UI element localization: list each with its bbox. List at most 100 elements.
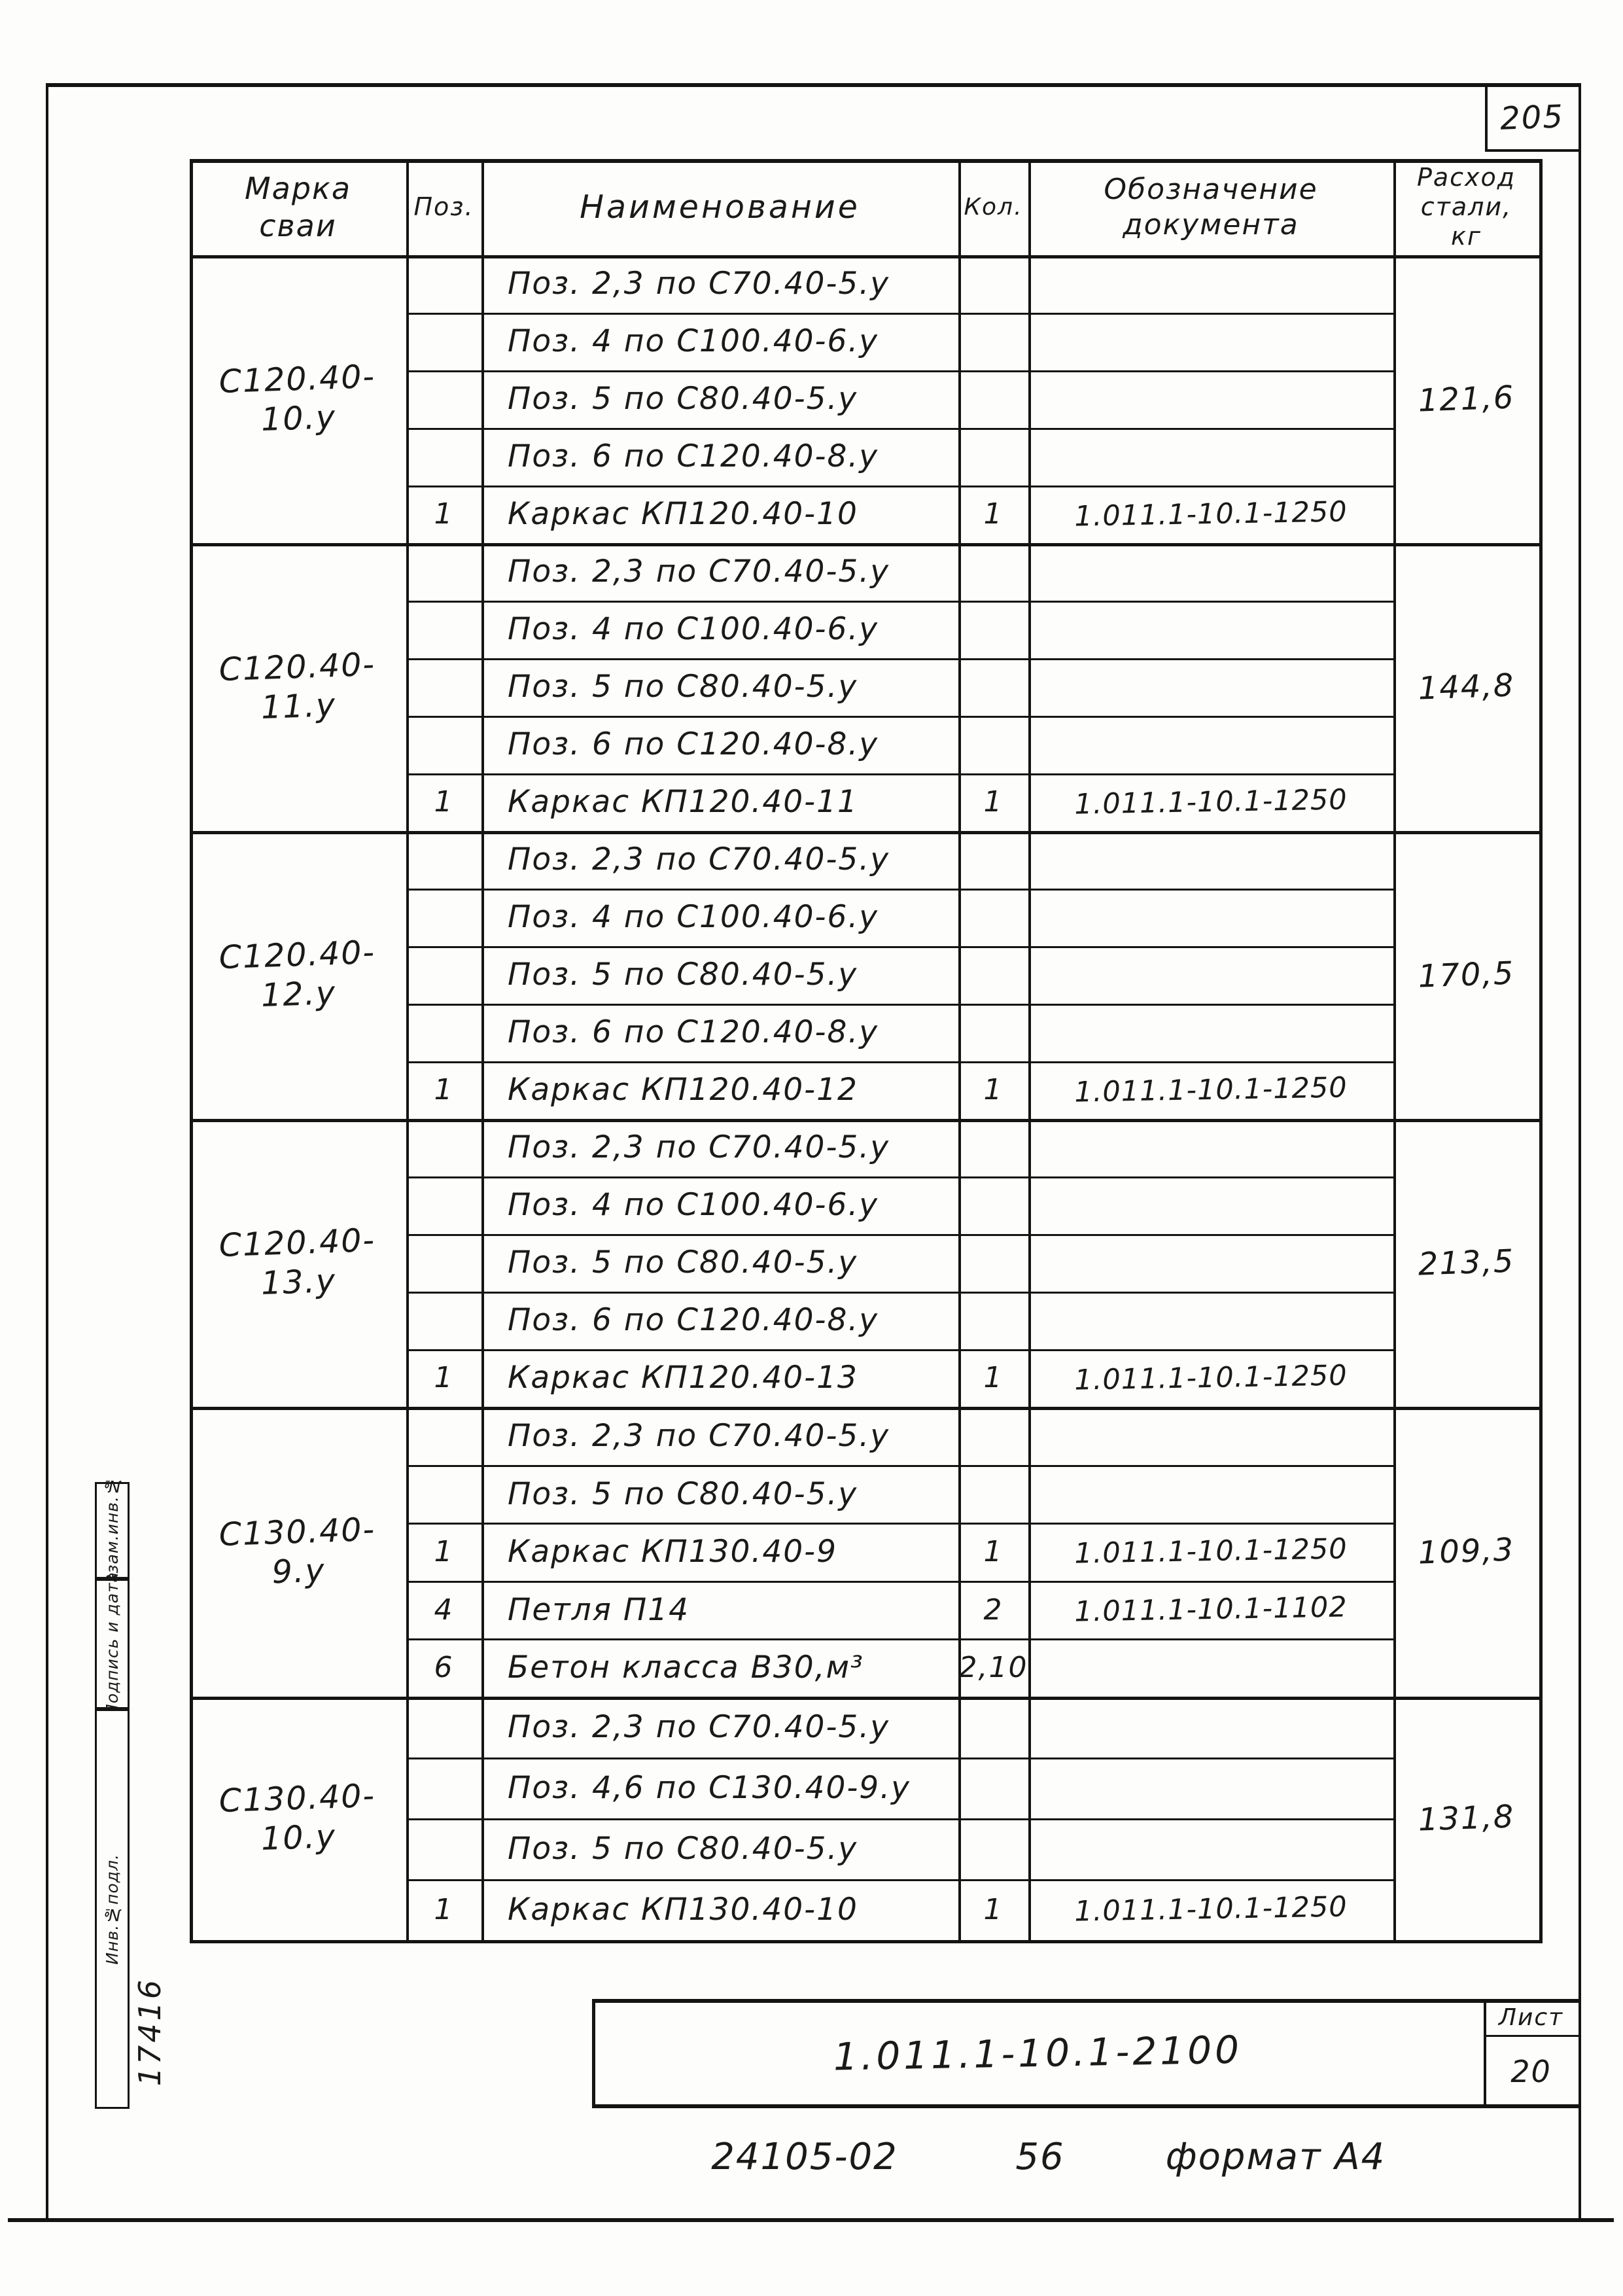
row-separator-line: [406, 1523, 1393, 1525]
row-position-cell: 1: [434, 785, 454, 819]
row-name-cell: Поз. 6 по С120.40-8.у: [508, 726, 879, 763]
row-separator-line: [406, 1292, 1393, 1294]
table-vertical-line: [406, 159, 409, 1943]
row-separator-line: [406, 1349, 1393, 1351]
pile-mark: С130.40-10.у: [218, 1777, 377, 1858]
table-vertical-line: [1539, 159, 1543, 1943]
footer-format-label: формат А4: [1165, 2135, 1386, 2178]
inventory-number: 17416: [130, 1960, 170, 2104]
pile-mark: С120.40-11.у: [218, 646, 377, 726]
title-block-bottom-line: [592, 2104, 1581, 2108]
stamp-inv-podl-label: Инв.№подл.: [103, 1853, 122, 1965]
row-separator-line: [406, 773, 1393, 775]
stamp-vzam-inv-label: Взам.инв.№: [103, 1475, 122, 1585]
row-document-cell: 1.011.1-10.1-1250: [1073, 1532, 1348, 1570]
row-document-cell: 1.011.1-10.1-1250: [1073, 1359, 1348, 1397]
row-name-cell: Каркас КП120.40-12: [508, 1072, 858, 1108]
row-separator-line: [406, 428, 1393, 430]
table-vertical-line: [481, 159, 484, 1943]
row-separator-line: [406, 946, 1393, 948]
row-document-cell: 1.011.1-10.1-1250: [1073, 783, 1348, 821]
header-pile-mark: Марка сваи: [244, 171, 352, 243]
row-separator-line: [406, 1061, 1393, 1063]
block-boundary-line: [190, 1940, 1543, 1943]
inventory-number-value: 17416: [132, 1977, 167, 2087]
steel-consumption: 131,8: [1417, 1798, 1516, 1839]
row-position-cell: 1: [434, 1073, 454, 1107]
frame-top-line: [46, 83, 1581, 87]
block-boundary-line: [190, 1119, 1543, 1122]
row-name-cell: Поз. 4 по С100.40-6.у: [508, 611, 879, 648]
page-number: 205: [1499, 98, 1565, 137]
table-vertical-line: [1393, 159, 1396, 1943]
row-name-cell: Поз. 6 по С120.40-8.у: [508, 1302, 879, 1339]
header-position: Поз.: [413, 192, 474, 222]
pile-mark: С120.40-12.у: [218, 934, 377, 1014]
table-top-line: [190, 159, 1539, 163]
row-quantity-cell: 2,10: [958, 1650, 1028, 1684]
row-separator-line: [406, 1465, 1393, 1467]
row-separator-line: [406, 658, 1393, 660]
pile-mark: С130.40-9.у: [218, 1510, 377, 1591]
row-quantity-cell: 1: [983, 1534, 1003, 1568]
row-separator-line: [406, 1757, 1393, 1759]
steel-consumption: 170,5: [1417, 955, 1516, 995]
row-name-cell: Поз. 2,3 по С70.40-5.у: [508, 841, 890, 878]
frame-left-line: [46, 83, 48, 2221]
header-quantity: Кол.: [964, 193, 1023, 221]
frame-right-line: [1579, 83, 1581, 2221]
block-boundary-line: [190, 1697, 1543, 1700]
table-vertical-line: [190, 159, 193, 1943]
row-separator-line: [406, 1638, 1393, 1640]
row-name-cell: Поз. 4 по С100.40-6.у: [508, 323, 879, 360]
row-separator-line: [406, 486, 1393, 487]
row-separator-line: [406, 1004, 1393, 1006]
row-name-cell: Поз. 2,3 по С70.40-5.у: [508, 266, 890, 302]
header-document: Обозначение документа: [1104, 172, 1318, 241]
title-block-document-number: 1.011.1-10.1-2100: [833, 2027, 1243, 2079]
row-quantity-cell: 1: [983, 1892, 1003, 1926]
row-separator-line: [406, 889, 1393, 891]
page-number-box-left: [1485, 83, 1488, 151]
row-name-cell: Поз. 5 по С80.40-5.у: [508, 957, 858, 993]
row-name-cell: Петля П14: [508, 1591, 690, 1628]
row-name-cell: Поз. 5 по С80.40-5.у: [508, 669, 858, 705]
row-name-cell: Поз. 2,3 по С70.40-5.у: [508, 554, 890, 590]
row-document-cell: 1.011.1-10.1-1250: [1073, 1890, 1348, 1928]
row-position-cell: 1: [434, 1892, 454, 1926]
row-name-cell: Поз. 6 по С120.40-8.у: [508, 1014, 879, 1051]
row-name-cell: Каркас КП120.40-11: [508, 784, 858, 821]
row-name-cell: Поз. 6 по С120.40-8.у: [508, 438, 879, 475]
row-name-cell: Поз. 4 по С100.40-6.у: [508, 899, 879, 936]
header-name: Наименование: [580, 188, 860, 226]
stamp-vzam-inv: Взам.инв.№: [95, 1476, 130, 1585]
frame-bottom-line: [8, 2218, 1614, 2222]
row-position-cell: 6: [434, 1650, 454, 1684]
steel-consumption: 121,6: [1417, 379, 1516, 419]
title-block-left-line: [592, 1999, 595, 2108]
title-block-sheet-number: 20: [1510, 2053, 1552, 2089]
row-quantity-cell: 1: [983, 1073, 1003, 1107]
row-quantity-cell: 1: [983, 497, 1003, 531]
block-boundary-line: [190, 831, 1543, 834]
steel-consumption: 109,3: [1417, 1531, 1516, 1572]
stamp-inv-podl: Инв.№подл.: [95, 1709, 130, 2109]
row-quantity-cell: 1: [983, 785, 1003, 819]
row-separator-line: [406, 1879, 1393, 1881]
row-name-cell: Поз. 4 по С100.40-6.у: [508, 1187, 879, 1224]
row-position-cell: 1: [434, 1361, 454, 1395]
row-position-cell: 4: [434, 1593, 454, 1627]
title-block-top-line: [592, 1999, 1581, 2003]
row-name-cell: Поз. 2,3 по С70.40-5.у: [508, 1708, 890, 1745]
table-vertical-line: [1028, 159, 1031, 1943]
row-name-cell: Поз. 5 по С80.40-5.у: [508, 1830, 858, 1867]
row-position-cell: 1: [434, 1534, 454, 1568]
row-separator-line: [406, 601, 1393, 603]
block-boundary-line: [190, 543, 1543, 546]
header-bottom-line: [190, 255, 1543, 258]
row-name-cell: Каркас КП120.40-13: [508, 1360, 858, 1396]
row-name-cell: Поз. 5 по С80.40-5.у: [508, 1245, 858, 1281]
row-document-cell: 1.011.1-10.1-1102: [1073, 1591, 1348, 1629]
header-steel-usage: Расход стали, кг: [1416, 163, 1516, 251]
